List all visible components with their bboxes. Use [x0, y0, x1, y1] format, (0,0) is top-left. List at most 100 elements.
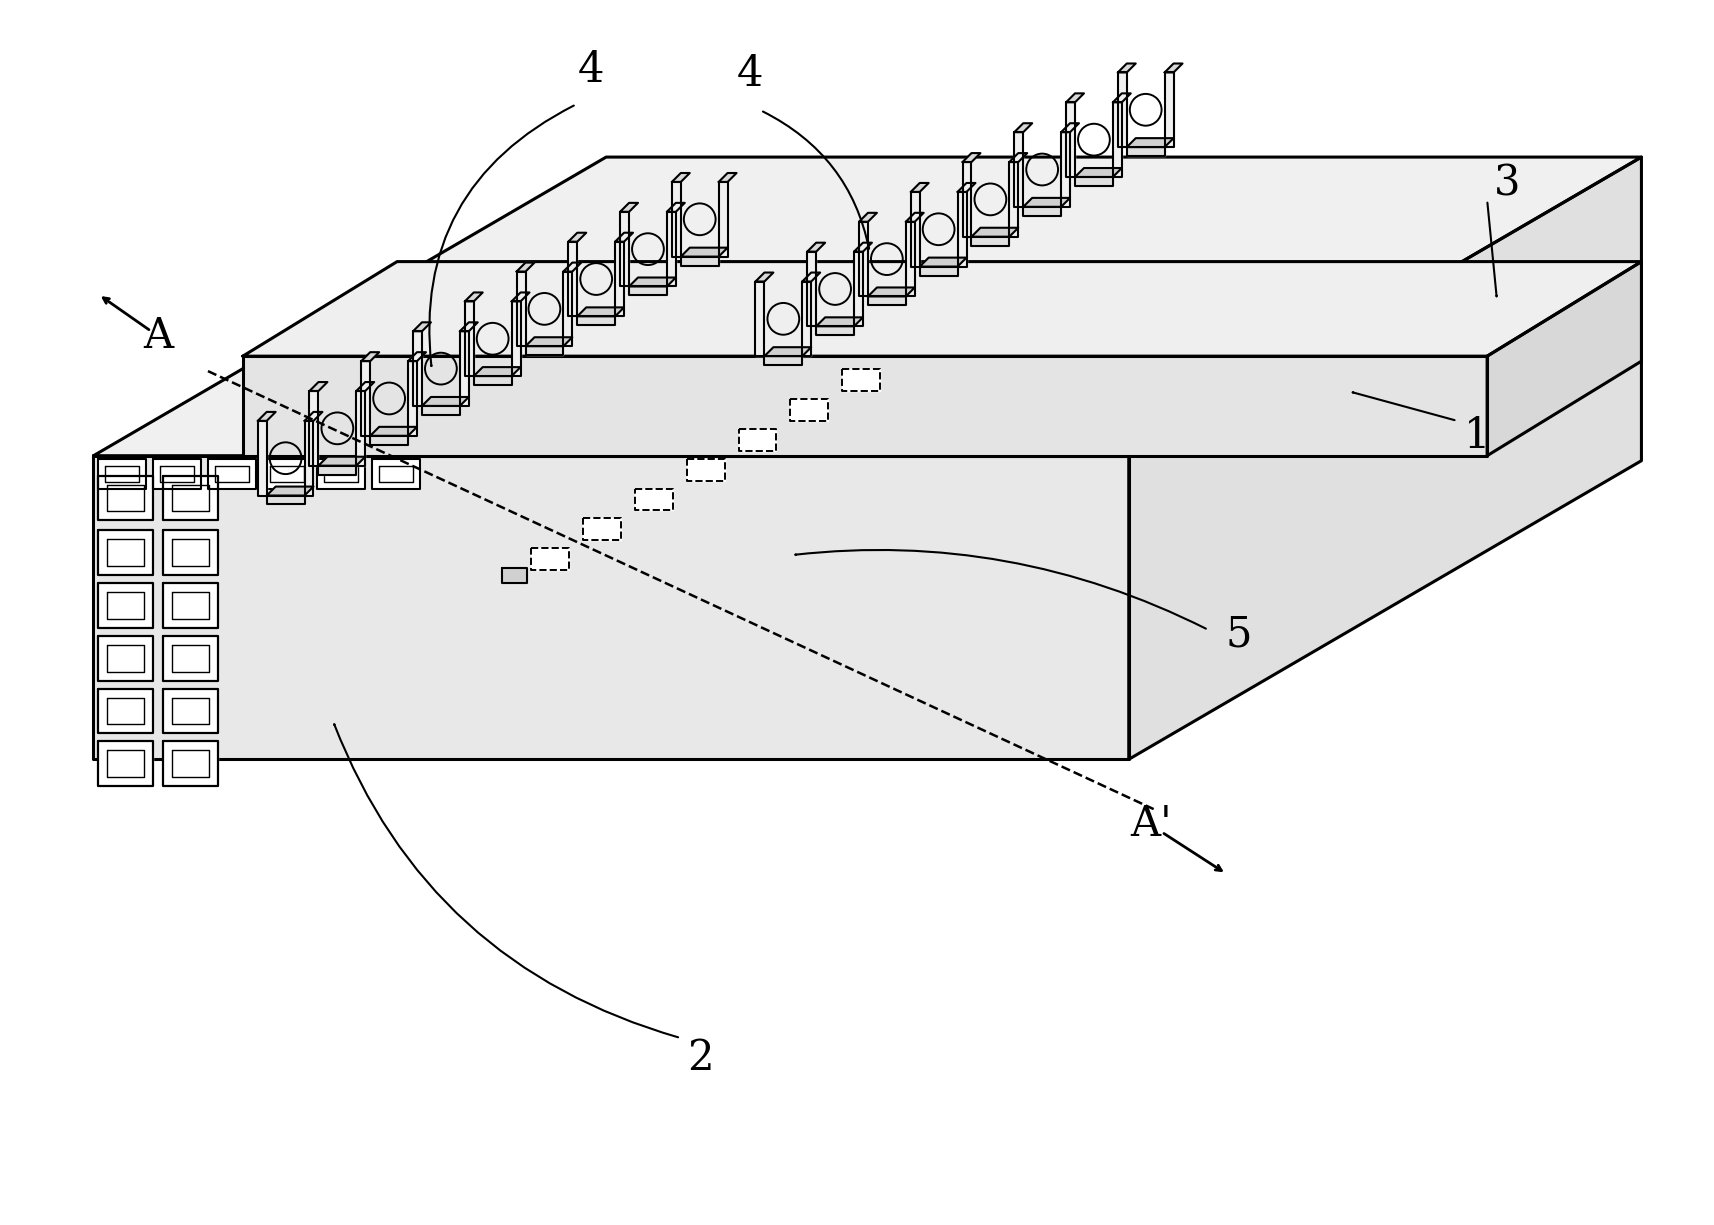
Polygon shape	[370, 436, 408, 445]
Polygon shape	[1023, 198, 1070, 207]
Polygon shape	[370, 426, 417, 436]
Polygon shape	[207, 458, 255, 489]
Polygon shape	[309, 382, 327, 391]
Polygon shape	[459, 331, 468, 405]
Polygon shape	[854, 251, 862, 326]
Polygon shape	[473, 368, 521, 376]
Polygon shape	[257, 421, 267, 496]
Polygon shape	[1164, 72, 1172, 147]
Polygon shape	[680, 247, 727, 256]
Polygon shape	[854, 243, 871, 251]
Polygon shape	[531, 549, 569, 570]
Polygon shape	[756, 272, 773, 282]
Polygon shape	[1010, 153, 1027, 162]
Polygon shape	[956, 183, 975, 192]
Polygon shape	[1118, 64, 1135, 72]
Text: A': A'	[1130, 804, 1171, 845]
Polygon shape	[802, 272, 819, 282]
Polygon shape	[257, 412, 276, 421]
Polygon shape	[1486, 262, 1640, 456]
Polygon shape	[362, 361, 370, 436]
Polygon shape	[163, 688, 218, 734]
Polygon shape	[1023, 207, 1061, 216]
Polygon shape	[629, 278, 675, 287]
Polygon shape	[905, 213, 924, 222]
Polygon shape	[583, 518, 620, 540]
Polygon shape	[464, 301, 473, 376]
Polygon shape	[970, 236, 1010, 246]
Polygon shape	[567, 233, 586, 241]
Polygon shape	[524, 337, 572, 347]
FancyArrowPatch shape	[1486, 202, 1496, 296]
Polygon shape	[1128, 157, 1640, 760]
Polygon shape	[262, 458, 310, 489]
Polygon shape	[567, 241, 578, 316]
Polygon shape	[1118, 72, 1126, 147]
Polygon shape	[739, 429, 776, 451]
Polygon shape	[94, 456, 1128, 760]
Polygon shape	[562, 272, 572, 347]
Polygon shape	[1061, 132, 1070, 207]
Polygon shape	[1010, 162, 1018, 236]
Polygon shape	[816, 317, 862, 326]
Polygon shape	[372, 458, 420, 489]
Polygon shape	[516, 262, 535, 272]
Polygon shape	[1075, 176, 1112, 186]
Polygon shape	[408, 361, 417, 436]
Polygon shape	[524, 347, 562, 355]
Polygon shape	[802, 282, 811, 356]
Polygon shape	[1061, 124, 1078, 132]
Polygon shape	[473, 376, 511, 385]
Polygon shape	[672, 183, 680, 256]
Polygon shape	[500, 568, 526, 583]
Polygon shape	[305, 412, 322, 421]
Polygon shape	[413, 322, 430, 331]
Polygon shape	[309, 391, 319, 466]
Polygon shape	[163, 583, 218, 628]
Polygon shape	[620, 203, 638, 212]
Polygon shape	[1075, 168, 1121, 176]
Polygon shape	[905, 222, 914, 296]
Polygon shape	[859, 222, 867, 296]
Polygon shape	[98, 688, 153, 734]
Text: 2: 2	[687, 1038, 713, 1079]
Polygon shape	[422, 405, 459, 415]
Polygon shape	[511, 293, 530, 301]
FancyArrowPatch shape	[1352, 392, 1453, 420]
Polygon shape	[1112, 103, 1121, 176]
Polygon shape	[319, 457, 365, 466]
Polygon shape	[1013, 132, 1023, 207]
Text: 1: 1	[1464, 415, 1489, 457]
Polygon shape	[317, 458, 365, 489]
Polygon shape	[319, 466, 357, 474]
Polygon shape	[153, 458, 201, 489]
Polygon shape	[163, 475, 218, 521]
Polygon shape	[243, 262, 1640, 356]
Polygon shape	[956, 192, 967, 267]
Polygon shape	[408, 352, 425, 361]
Polygon shape	[94, 157, 1640, 456]
Polygon shape	[667, 212, 675, 287]
Polygon shape	[413, 331, 422, 405]
Polygon shape	[620, 212, 629, 287]
Polygon shape	[1112, 93, 1130, 103]
Polygon shape	[667, 203, 684, 212]
Polygon shape	[163, 636, 218, 681]
Polygon shape	[98, 636, 153, 681]
Polygon shape	[459, 322, 478, 331]
Polygon shape	[859, 213, 876, 222]
Polygon shape	[764, 356, 802, 365]
Polygon shape	[615, 233, 632, 241]
Polygon shape	[807, 243, 824, 251]
Polygon shape	[357, 382, 374, 391]
Text: 5: 5	[1224, 614, 1251, 655]
Polygon shape	[672, 173, 689, 183]
Polygon shape	[98, 475, 153, 521]
Polygon shape	[1164, 64, 1183, 72]
Text: 4: 4	[578, 49, 603, 92]
Polygon shape	[163, 741, 218, 786]
Polygon shape	[1013, 124, 1032, 132]
Polygon shape	[816, 326, 854, 336]
Polygon shape	[867, 296, 905, 305]
Polygon shape	[910, 192, 919, 267]
